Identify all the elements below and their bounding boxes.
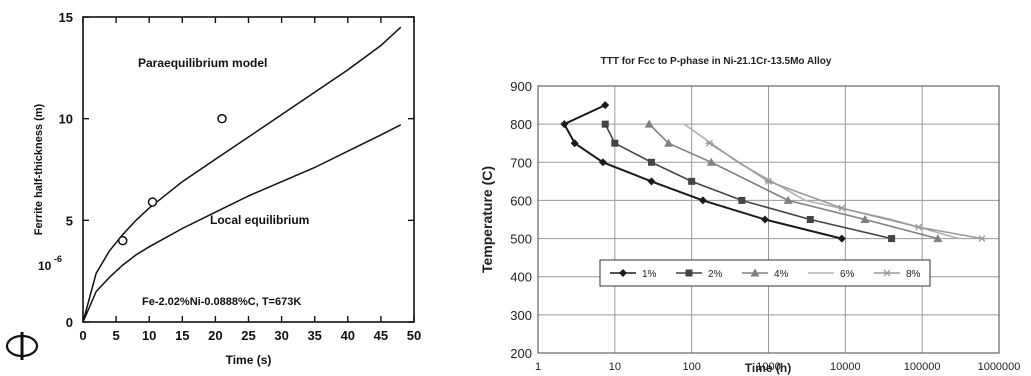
ferrite-thickness-chart: 0 5 10 15 20 25 30 35 40 45 50 0 5 10 15 Time (s) Ferrit… bbox=[5, 10, 421, 367]
triangle-marker bbox=[644, 119, 654, 128]
chart-title: TTT for Fcc to P-phase in Ni-21.1Cr-13.5… bbox=[601, 56, 832, 67]
y-tick-label: 0 bbox=[66, 315, 73, 330]
star-marker bbox=[915, 223, 923, 231]
series-curve-0 bbox=[82, 26, 402, 323]
x-tick-label: 45 bbox=[374, 328, 388, 343]
star-marker bbox=[883, 269, 891, 277]
square-marker bbox=[806, 216, 814, 223]
diamond-marker bbox=[698, 196, 707, 205]
diamond-marker bbox=[837, 234, 846, 243]
x-tick-label: 100000 bbox=[904, 361, 941, 373]
plot-frame bbox=[537, 85, 1000, 354]
legend-label: 6% bbox=[840, 269, 855, 280]
y-tick-label: 15 bbox=[59, 10, 73, 25]
x-tick-label: 50 bbox=[407, 328, 421, 343]
x-tick-label: 30 bbox=[274, 328, 288, 343]
x-tick-label: 10000 bbox=[830, 361, 861, 373]
diamond-marker bbox=[601, 101, 610, 110]
x-tick-label: 1000 bbox=[756, 361, 780, 373]
data-point-marker bbox=[217, 113, 227, 124]
x-tick-label: 1 bbox=[535, 361, 541, 373]
square-marker bbox=[685, 269, 693, 277]
diamond-marker bbox=[560, 120, 569, 129]
triangle-marker bbox=[664, 138, 674, 147]
triangle-marker bbox=[860, 215, 870, 223]
x-tick-label: 25 bbox=[241, 328, 255, 343]
y-tick-label: 300 bbox=[510, 308, 532, 323]
local-equilibrium-annotation: Local equilibrium bbox=[210, 213, 309, 227]
y-tick-label: 10 bbox=[59, 112, 73, 127]
star-marker bbox=[978, 235, 986, 243]
legend-label: 2% bbox=[708, 269, 723, 280]
series-curve-1 bbox=[82, 124, 402, 323]
y-tick-label: 400 bbox=[510, 270, 532, 285]
y-tick-label: 700 bbox=[510, 155, 532, 170]
legend-label: 8% bbox=[906, 269, 921, 280]
x-axis-label: Time (s) bbox=[226, 353, 272, 367]
composition-annotation: Fe-2.02%Ni-0.0888%C, T=673K bbox=[142, 296, 301, 308]
x-tick-label: 10 bbox=[142, 328, 156, 343]
data-point-marker bbox=[117, 235, 128, 246]
diamond-marker bbox=[647, 177, 656, 186]
x-tick-label: 10 bbox=[609, 361, 621, 373]
legend-item: 1% bbox=[610, 269, 657, 280]
legend-item: 4% bbox=[742, 268, 789, 280]
x-tick-label: 1000000 bbox=[978, 361, 1021, 373]
y-tick-label: 600 bbox=[510, 193, 532, 208]
legend-label: 1% bbox=[642, 269, 657, 280]
left-chart-panel: 0 5 10 15 20 25 30 35 40 45 50 0 5 10 15 Time (s) Ferrit… bbox=[0, 0, 470, 376]
square-marker bbox=[611, 139, 619, 147]
triangle-marker bbox=[933, 234, 943, 243]
square-marker bbox=[688, 177, 696, 185]
series-8pct bbox=[705, 139, 986, 243]
diamond-marker bbox=[619, 269, 627, 277]
diamond-marker bbox=[760, 215, 769, 224]
y-multiplier-label: 10 bbox=[38, 259, 52, 273]
y-tick-label: 5 bbox=[66, 213, 73, 228]
legend-item: 2% bbox=[676, 269, 723, 280]
x-tick-label: 35 bbox=[307, 328, 321, 343]
diamond-marker bbox=[598, 158, 607, 167]
star-marker bbox=[765, 177, 772, 185]
paraequilibrium-annotation: Paraequilibrium model bbox=[138, 56, 267, 70]
star-marker bbox=[838, 204, 846, 212]
y-tick-label: 900 bbox=[510, 79, 532, 94]
square-marker bbox=[601, 120, 609, 128]
ttt-diagram-chart: TTT for Fcc to P-phase in Ni-21.1Cr-13.5… bbox=[479, 56, 1021, 375]
star-marker bbox=[705, 139, 713, 147]
data-point-marker bbox=[147, 197, 158, 207]
legend-item: 8% bbox=[874, 269, 921, 280]
y-multiplier-exponent: -6 bbox=[54, 254, 62, 264]
y-tick-label: 200 bbox=[510, 346, 532, 361]
right-chart-panel: TTT for Fcc to P-phase in Ni-21.1Cr-13.5… bbox=[470, 0, 1031, 376]
x-tick-label: 0 bbox=[79, 328, 86, 343]
series-2pct bbox=[601, 120, 896, 243]
x-tick-label: 5 bbox=[112, 328, 119, 343]
square-marker bbox=[738, 196, 746, 204]
series-4pct bbox=[644, 119, 943, 243]
series-1pct bbox=[560, 101, 846, 243]
x-tick-label: 20 bbox=[208, 328, 222, 343]
institution-logo-icon bbox=[5, 332, 39, 360]
y-axis-label: Temperature (C) bbox=[479, 166, 495, 273]
diamond-marker bbox=[570, 139, 579, 148]
series-line bbox=[562, 104, 843, 240]
legend-item: 6% bbox=[808, 269, 855, 280]
x-tick-label: 100 bbox=[682, 361, 700, 373]
triangle-marker bbox=[706, 157, 716, 166]
triangle-marker bbox=[783, 195, 793, 204]
x-axis-label: Time (h) bbox=[745, 361, 791, 375]
square-marker bbox=[647, 158, 655, 166]
y-tick-label: 800 bbox=[510, 117, 532, 132]
y-axis-label: Ferrite half-thickness (m) bbox=[33, 103, 45, 235]
triangle-marker bbox=[750, 268, 760, 277]
y-tick-label: 500 bbox=[510, 232, 532, 247]
legend-label: 4% bbox=[774, 269, 789, 280]
x-tick-label: 15 bbox=[175, 328, 189, 343]
square-marker bbox=[888, 235, 896, 243]
series-line bbox=[648, 123, 939, 240]
x-tick-label: 40 bbox=[341, 328, 355, 343]
